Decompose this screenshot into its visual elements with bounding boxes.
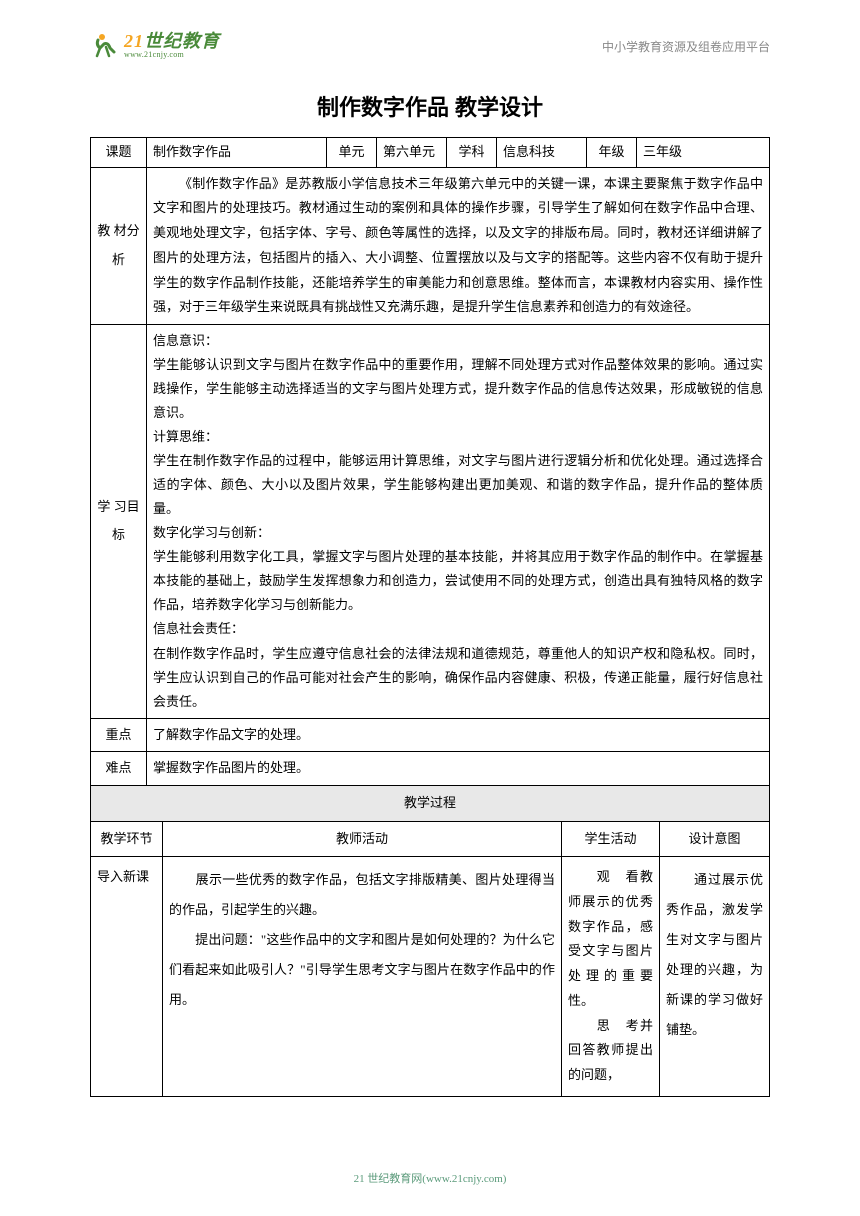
unit-value: 第六单元 bbox=[377, 138, 447, 168]
keypoint-text: 了解数字作品文字的处理。 bbox=[147, 718, 770, 752]
info-row: 课题 制作数字作品 单元 第六单元 学科 信息科技 年级 三年级 bbox=[91, 138, 770, 168]
ph-c1: 教学环节 bbox=[91, 822, 163, 857]
obj-p2: 学生在制作数字作品的过程中，能够运用计算思维，对文字与图片进行逻辑分析和优化处理… bbox=[153, 449, 763, 521]
page-header: 21世纪教育 www.21cnjy.com 中小学教育资源及组卷应用平台 bbox=[0, 0, 860, 70]
ph-c2: 教师活动 bbox=[163, 822, 562, 857]
topic-label: 课题 bbox=[91, 138, 147, 168]
lesson-table: 课题 制作数字作品 单元 第六单元 学科 信息科技 年级 三年级 教 材分 析 … bbox=[90, 137, 770, 822]
logo-sub: www.21cnjy.com bbox=[124, 51, 220, 59]
header-right-text: 中小学教育资源及组卷应用平台 bbox=[602, 38, 770, 55]
teacher-cell: 展示一些优秀的数字作品，包括文字排版精美、图片处理得当的作品，引起学生的兴趣。 … bbox=[163, 857, 562, 1096]
subject-value: 信息科技 bbox=[497, 138, 587, 168]
process-title-row: 教学过程 bbox=[91, 786, 770, 822]
logo-icon bbox=[90, 30, 120, 60]
ph-c3: 学生活动 bbox=[562, 822, 660, 857]
phase-cell: 导入新课 bbox=[91, 857, 163, 1096]
footer-text: 21 世纪教育网(www.21cnjy.com) bbox=[0, 1170, 860, 1186]
page-title: 制作数字作品 教学设计 bbox=[0, 90, 860, 122]
obj-p1: 学生能够认识到文字与图片在数字作品中的重要作用，理解不同处理方式对作品整体效果的… bbox=[153, 353, 763, 425]
grade-label: 年级 bbox=[587, 138, 637, 168]
process-row-1: 导入新课 展示一些优秀的数字作品，包括文字排版精美、图片处理得当的作品，引起学生… bbox=[91, 857, 770, 1096]
process-header-row: 教学环节 教师活动 学生活动 设计意图 bbox=[91, 822, 770, 857]
difficulty-label: 难点 bbox=[91, 752, 147, 786]
keypoint-label: 重点 bbox=[91, 718, 147, 752]
objectives-label: 学 习目 标 bbox=[91, 324, 147, 718]
process-table: 教学环节 教师活动 学生活动 设计意图 导入新课 展示一些优秀的数字作品，包括文… bbox=[90, 822, 770, 1096]
unit-label: 单元 bbox=[327, 138, 377, 168]
logo-prefix: 21 bbox=[124, 31, 144, 51]
objectives-row: 学 习目 标 信息意识： 学生能够认识到文字与图片在数字作品中的重要作用，理解不… bbox=[91, 324, 770, 718]
difficulty-row: 难点 掌握数字作品图片的处理。 bbox=[91, 752, 770, 786]
objectives-text: 信息意识： 学生能够认识到文字与图片在数字作品中的重要作用，理解不同处理方式对作… bbox=[147, 324, 770, 718]
topic-value: 制作数字作品 bbox=[147, 138, 327, 168]
obj-h3: 数字化学习与创新： bbox=[153, 521, 763, 545]
obj-h1: 信息意识： bbox=[153, 329, 763, 353]
analysis-text: 《制作数字作品》是苏教版小学信息技术三年级第六单元中的关键一课，本课主要聚焦于数… bbox=[147, 167, 770, 324]
process-title: 教学过程 bbox=[91, 786, 770, 822]
difficulty-text: 掌握数字作品图片的处理。 bbox=[147, 752, 770, 786]
obj-h4: 信息社会责任： bbox=[153, 617, 763, 641]
analysis-label: 教 材分 析 bbox=[91, 167, 147, 324]
keypoint-row: 重点 了解数字作品文字的处理。 bbox=[91, 718, 770, 752]
subject-label: 学科 bbox=[447, 138, 497, 168]
logo-text: 21世纪教育 www.21cnjy.com bbox=[124, 32, 220, 59]
obj-h2: 计算思维： bbox=[153, 425, 763, 449]
analysis-row: 教 材分 析 《制作数字作品》是苏教版小学信息技术三年级第六单元中的关键一课，本… bbox=[91, 167, 770, 324]
grade-value: 三年级 bbox=[637, 138, 770, 168]
intent-cell: 通过展示优秀作品，激发学生对文字与图片处理的兴趣，为新课的学习做好铺垫。 bbox=[660, 857, 770, 1096]
footer-line bbox=[90, 1096, 770, 1097]
obj-p4: 在制作数字作品时，学生应遵守信息社会的法律法规和道德规范，尊重他人的知识产权和隐… bbox=[153, 642, 763, 714]
content-area: 课题 制作数字作品 单元 第六单元 学科 信息科技 年级 三年级 教 材分 析 … bbox=[0, 137, 860, 1096]
student-cell: 观 看教师展示的优秀数字作品，感受文字与图片处理的重要性。 思 考并回答教师提出… bbox=[562, 857, 660, 1096]
ph-c4: 设计意图 bbox=[660, 822, 770, 857]
obj-p3: 学生能够利用数字化工具，掌握文字与图片处理的基本技能，并将其应用于数字作品的制作… bbox=[153, 545, 763, 617]
logo: 21世纪教育 www.21cnjy.com bbox=[90, 30, 220, 60]
logo-main: 世纪教育 bbox=[144, 31, 220, 51]
